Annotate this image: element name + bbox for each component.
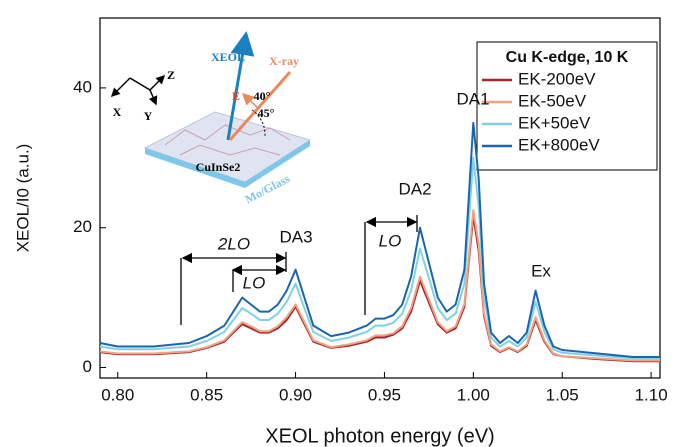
annotation: Ex — [531, 261, 551, 280]
annotation: LO — [243, 273, 266, 292]
inset-label: CuInSe2 — [196, 160, 241, 174]
inset-label: Y — [144, 109, 153, 123]
x-axis-label: XEOL photon energy (eV) — [265, 425, 494, 447]
x-tick-label: 1.00 — [457, 385, 490, 404]
annotation: DA3 — [279, 227, 312, 246]
inset-label: E — [232, 89, 240, 103]
inset-label: 45° — [258, 106, 275, 120]
x-tick-label: 1.05 — [546, 385, 579, 404]
x-tick-label: 1.10 — [635, 385, 668, 404]
x-tick-label: 0.85 — [190, 385, 223, 404]
legend-label: EK-200eV — [518, 69, 596, 88]
annotation: 2LO — [217, 234, 250, 253]
legend-title: Cu K-edge, 10 K — [506, 49, 629, 66]
x-tick-label: 0.95 — [368, 385, 401, 404]
legend-label: EK+50eV — [518, 113, 591, 132]
legend-label: EK-50eV — [518, 91, 587, 110]
inset-label: X-ray — [269, 54, 299, 68]
x-tick-label: 0.90 — [279, 385, 312, 404]
inset-label: Z — [167, 68, 175, 82]
y-tick-label: 0 — [83, 357, 92, 376]
x-tick-label: 0.80 — [101, 385, 134, 404]
inset-label: XEOL — [211, 50, 245, 64]
inset-label: X — [113, 105, 122, 119]
legend-label: EK+800eV — [518, 135, 600, 154]
y-axis-label: XEOL/I0 (a.u.) — [13, 144, 32, 253]
y-tick-label: 40 — [73, 77, 92, 96]
y-tick-label: 20 — [73, 217, 92, 236]
annotation: LO — [379, 231, 402, 250]
chart: XEOL photon energy (eV) XEOL/I0 (a.u.) C… — [0, 0, 680, 447]
annotation: DA1 — [456, 89, 489, 108]
annotation: DA2 — [398, 179, 431, 198]
inset-label: 40° — [254, 89, 271, 103]
